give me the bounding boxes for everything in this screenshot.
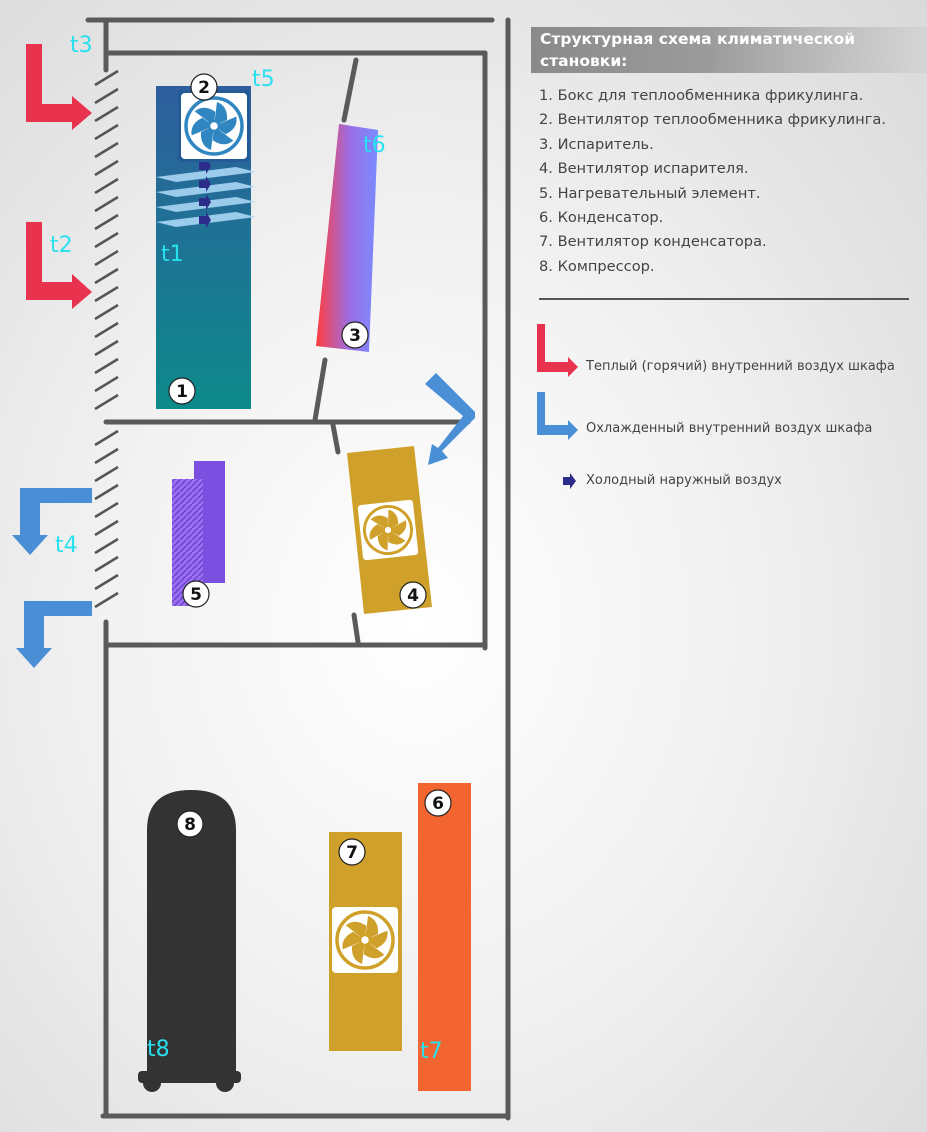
legend-item: 3. Испаритель.: [539, 135, 654, 153]
warm-air-arrow-middle: [26, 222, 92, 309]
legend-item: 7. Вентилятор конденсатора.: [539, 233, 767, 251]
sensor-t1: t1: [161, 242, 184, 267]
svg-text:3: 3: [349, 326, 361, 346]
sensor-t8: t8: [147, 1037, 170, 1062]
cooled-air-key-icon: [537, 392, 578, 440]
svg-text:8: 8: [184, 815, 196, 835]
legend-separator: [539, 298, 909, 300]
svg-text:5: 5: [190, 585, 202, 605]
cabinet-frame: [85, 17, 511, 1121]
legend-item: 2. Вентилятор теплообменника фрикулинга.: [539, 111, 886, 129]
compressor-base: [138, 1071, 241, 1083]
sensor-t7: t7: [420, 1039, 443, 1064]
svg-text:4: 4: [407, 586, 419, 606]
badge-5: 5: [182, 580, 210, 608]
free-cooling-fan-icon: [178, 90, 250, 162]
outside-air-key-icon: [563, 473, 576, 489]
sensor-t6: t6: [363, 133, 386, 158]
svg-text:1: 1: [176, 382, 188, 402]
sensor-t3: t3: [70, 33, 93, 58]
evaporator: [316, 124, 378, 352]
compressor: [147, 790, 236, 1073]
legend-item: 6. Конденсатор.: [539, 209, 664, 227]
warm-air-key-label: Теплый (горячий) внутренний воздух шкафа: [586, 359, 895, 374]
badge-1: 1: [168, 377, 196, 405]
cooled-air-arrow-upper: [12, 488, 92, 555]
legend-item: 1. Бокс для теплообменника фрикулинга.: [539, 87, 864, 104]
legend-item: 8. Компрессор.: [539, 257, 655, 275]
legend-title: Структурная схема климатической становки…: [531, 27, 927, 73]
cooled-air-arrow-lower: [16, 601, 92, 668]
svg-text:2: 2: [198, 78, 210, 98]
badge-3: 3: [341, 321, 369, 349]
cooled-air-arrow-evaporator: [425, 373, 475, 465]
compressor-foot-right: [216, 1074, 234, 1092]
outside-air-key-label: Холодный наружный воздух: [586, 473, 782, 488]
compressor-foot-left: [143, 1074, 161, 1092]
badge-2: 2: [190, 73, 218, 101]
sensor-t5: t5: [252, 67, 275, 92]
badge-4: 4: [399, 581, 427, 609]
legend-item: 5. Нагревательный элемент.: [539, 184, 761, 202]
badge-8: 8: [176, 810, 204, 838]
svg-text:6: 6: [432, 794, 444, 814]
sensor-t2: t2: [50, 233, 73, 258]
evaporator-fan-icon: [356, 498, 420, 562]
intake-louvre: [94, 69, 119, 411]
legend-item: 4. Вентилятор испарителя.: [539, 160, 749, 178]
condenser-fan-icon: [330, 905, 400, 975]
sensor-t4: t4: [55, 533, 78, 558]
badge-6: 6: [424, 789, 452, 817]
cooled-air-key-label: Охлажденный внутренний воздух шкафа: [586, 421, 873, 436]
legend-list: 1. Бокс для теплообменника фрикулинга. 2…: [539, 84, 924, 279]
warm-air-arrow-top: [26, 44, 92, 130]
exhaust-louvre: [94, 429, 119, 609]
warm-air-key-icon: [537, 324, 578, 377]
badge-7: 7: [338, 838, 366, 866]
svg-text:7: 7: [346, 843, 358, 863]
condenser: [418, 783, 471, 1091]
